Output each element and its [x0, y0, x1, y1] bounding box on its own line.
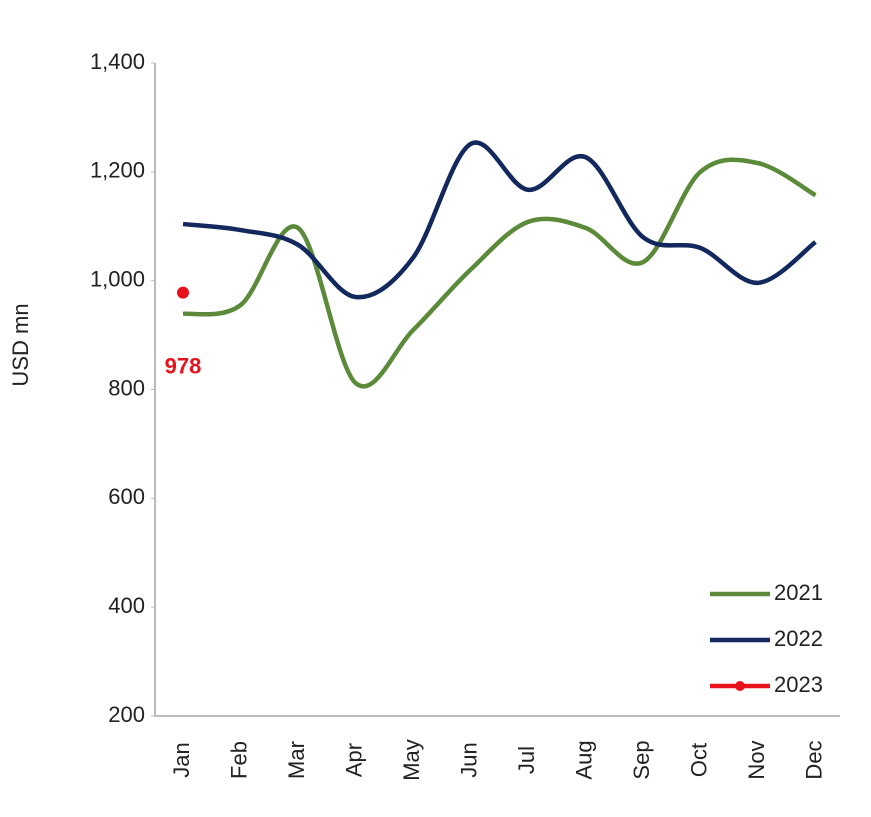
x-tick-label: Mar: [284, 741, 309, 779]
legend-label: 2021: [774, 580, 823, 605]
x-tick-label: Nov: [744, 740, 769, 779]
x-tick-label: Feb: [226, 741, 251, 779]
data-label: 978: [165, 353, 202, 378]
x-tick-label: Apr: [341, 743, 366, 777]
x-tick-label: Sep: [629, 740, 654, 779]
y-tick-label: 1,400: [90, 49, 145, 74]
data-line: [182, 140, 817, 300]
y-tick-label: 600: [108, 484, 145, 509]
x-tick-label: May: [399, 739, 424, 781]
x-tick-label: Jun: [456, 742, 481, 777]
legend-label: 2022: [774, 626, 823, 651]
x-tick-label: Dec: [801, 740, 826, 779]
x-tick-label: Jul: [514, 746, 539, 774]
x-tick-label: Aug: [571, 740, 596, 779]
y-tick-label: 800: [108, 375, 145, 400]
x-tick-label: Jan: [169, 742, 194, 777]
y-tick-label: 400: [108, 593, 145, 618]
x-tick-label: Oct: [686, 743, 711, 777]
y-tick-label: 1,000: [90, 266, 145, 291]
data-line: [182, 157, 817, 389]
data-point: [177, 286, 189, 299]
y-tick-label: 1,200: [90, 158, 145, 183]
y-axis-title: USD mn: [8, 303, 33, 386]
legend-label: 2023: [774, 672, 823, 697]
y-tick-label: 200: [108, 702, 145, 727]
legend-marker: [735, 681, 745, 691]
